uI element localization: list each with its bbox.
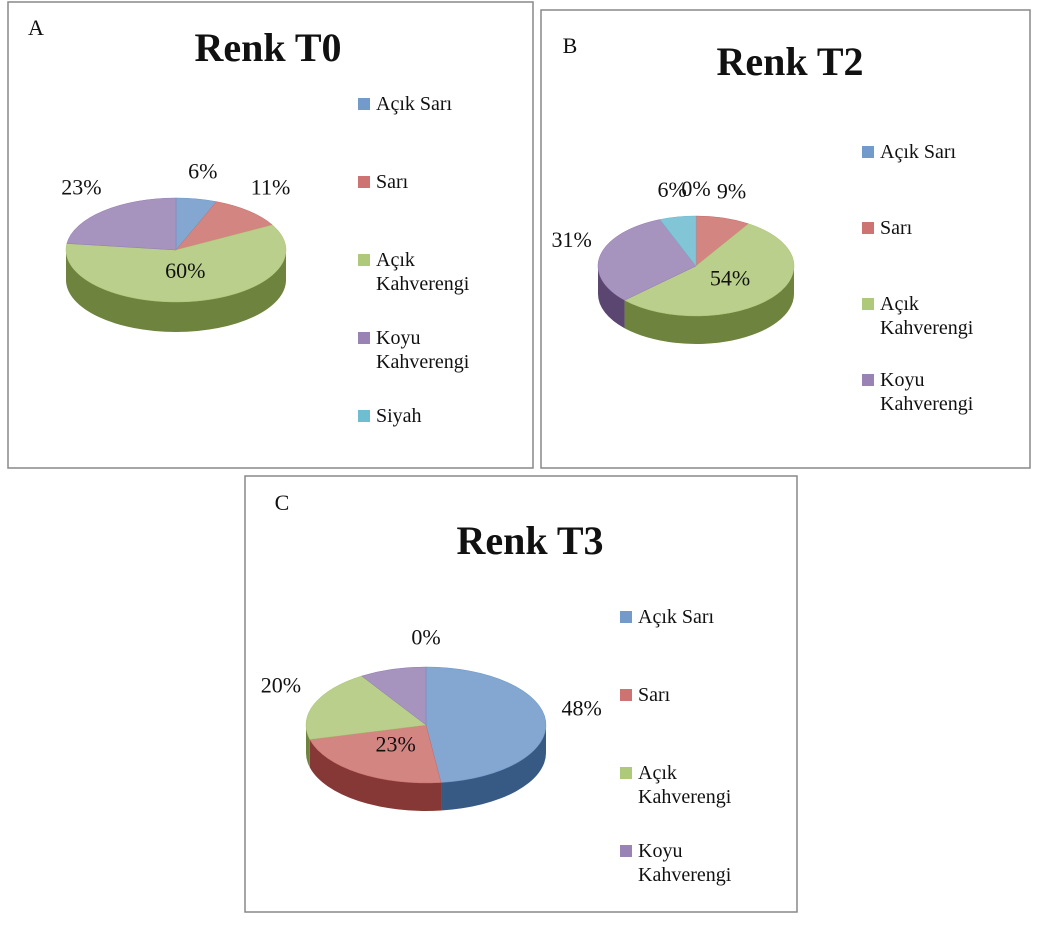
legend-label: Açık Sarı (376, 93, 453, 115)
legend-item: Koyu Kahverengi (358, 326, 488, 374)
pie-side (309, 739, 442, 812)
legend-item: Sarı (620, 683, 750, 707)
legend-swatch (620, 845, 632, 857)
legend-item: Siyah (358, 404, 488, 428)
pie-side (624, 266, 794, 344)
pie-slice (175, 201, 273, 251)
pie-slice (624, 223, 795, 317)
panel-frame (244, 475, 798, 913)
legend-swatch (358, 176, 370, 188)
legend-label: Koyu Kahverengi (880, 369, 974, 415)
legend-item: Açık Kahverengi (358, 248, 488, 296)
legend-label: Açık Kahverengi (638, 762, 732, 808)
data-label: 11% (251, 174, 291, 199)
legend-swatch (358, 254, 370, 266)
pie-slice (425, 666, 547, 783)
pie-slice (66, 197, 177, 251)
legend-label: Koyu Kahverengi (638, 840, 732, 886)
legend-swatch (358, 98, 370, 110)
legend-swatch (862, 374, 874, 386)
legend-item: Açık Sarı (358, 92, 488, 116)
chart-title: Renk T0 (194, 25, 341, 70)
legend-item: Koyu Kahverengi (620, 839, 750, 887)
legend-item: Sarı (862, 216, 992, 240)
data-label: 60% (165, 258, 205, 283)
pie-slice (309, 724, 442, 784)
data-label: 9% (717, 179, 746, 204)
data-label: 0% (681, 176, 710, 201)
legend-item: Koyu Kahverengi (862, 368, 992, 416)
legend-label: Açık Kahverengi (376, 249, 470, 295)
legend-swatch (862, 222, 874, 234)
data-label: 6% (188, 159, 217, 184)
legend-swatch (358, 332, 370, 344)
legend-item: Açık Sarı (862, 140, 992, 164)
legend-swatch (620, 689, 632, 701)
legend-item: Açık Kahverengi (862, 292, 992, 340)
legend-label: Koyu Kahverengi (376, 327, 470, 373)
legend-label: Sarı (376, 171, 409, 193)
pie-slice (305, 675, 427, 740)
panel-frame (540, 9, 1031, 469)
pie-side (598, 266, 625, 329)
legend-swatch (862, 146, 874, 158)
chart-title: Renk T2 (716, 39, 863, 84)
legend-label: Açık Sarı (638, 606, 715, 628)
chart-title: Renk T3 (456, 518, 603, 563)
panel-letter: B (563, 33, 578, 58)
legend-item: Açık Kahverengi (620, 761, 750, 809)
legend-swatch (620, 611, 632, 623)
legend-swatch (620, 767, 632, 779)
legend-label: Siyah (376, 405, 422, 427)
data-label: 23% (375, 732, 415, 757)
data-label: 54% (710, 265, 750, 290)
pie-slice (597, 219, 697, 301)
pie-side (306, 725, 310, 768)
pie-slice (361, 666, 427, 726)
legend-label: Açık Sarı (880, 141, 957, 163)
pie-side (441, 725, 546, 811)
pie-side (66, 250, 286, 332)
legend-swatch (358, 410, 370, 422)
legend-item: Sarı (358, 170, 488, 194)
panel-letter: A (28, 15, 44, 40)
pie-slice (659, 215, 697, 267)
data-label: 6% (657, 177, 686, 202)
legend-label: Sarı (638, 684, 671, 706)
data-label: 0% (411, 625, 440, 650)
legend-swatch (862, 298, 874, 310)
data-label: 23% (61, 174, 101, 199)
panel-letter: C (275, 490, 290, 515)
legend-label: Açık Kahverengi (880, 293, 974, 339)
panel-frame (7, 1, 534, 469)
legend-item: Açık Sarı (620, 605, 750, 629)
pie-slice (65, 224, 287, 303)
data-label: 48% (562, 695, 602, 720)
data-label: 20% (261, 672, 301, 697)
data-label: 31% (552, 227, 592, 252)
legend-label: Sarı (880, 217, 913, 239)
